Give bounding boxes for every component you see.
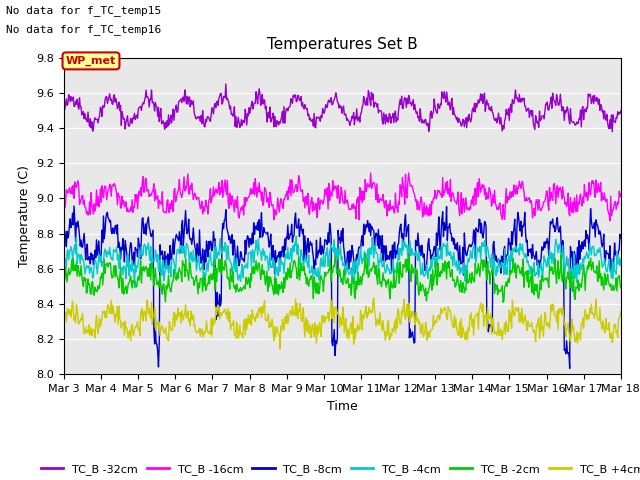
TC_B -32cm [428,108,435,114]
TC_B -4cm [131,285,138,290]
TC_B +4cm [370,295,378,301]
Line: TC_B -32cm: TC_B -32cm [64,84,621,132]
TC_B -4cm [127,269,135,275]
TC_B -4cm [617,257,625,263]
TC_B -2cm [411,265,419,271]
TC_B -8cm [566,366,573,372]
TC_B -4cm [185,248,193,254]
TC_B -16cm [617,191,625,197]
TC_B -4cm [70,245,78,251]
TC_B -16cm [214,191,221,196]
TC_B -2cm [214,268,221,274]
Line: TC_B -2cm: TC_B -2cm [64,253,621,302]
TC_B -8cm [185,216,193,222]
TC_B +4cm [412,320,419,326]
Line: TC_B -16cm: TC_B -16cm [64,173,621,221]
TC_B -2cm [499,300,507,305]
TC_B -8cm [60,234,68,240]
TC_B -8cm [214,313,222,319]
Line: TC_B -8cm: TC_B -8cm [64,206,621,369]
TC_B -2cm [184,272,192,278]
TC_B -2cm [60,275,68,280]
TC_B -32cm [60,105,68,111]
TC_B +4cm [70,317,78,323]
TC_B -32cm [127,118,135,123]
TC_B +4cm [617,309,625,314]
TC_B +4cm [60,315,68,321]
TC_B +4cm [184,308,192,314]
TC_B -4cm [412,252,419,258]
TC_B -32cm [70,104,78,109]
TC_B +4cm [214,306,221,312]
TC_B -2cm [70,268,78,274]
TC_B -16cm [60,193,68,199]
TC_B -4cm [428,265,436,271]
Legend: TC_B -32cm, TC_B -16cm, TC_B -8cm, TC_B -4cm, TC_B -2cm, TC_B +4cm: TC_B -32cm, TC_B -16cm, TC_B -8cm, TC_B … [36,459,640,479]
Line: TC_B -4cm: TC_B -4cm [64,236,621,288]
Text: No data for f_TC_temp15: No data for f_TC_temp15 [6,5,162,16]
TC_B +4cm [276,346,284,352]
TC_B -16cm [411,192,419,198]
TC_B -8cm [71,220,79,226]
TC_B +4cm [428,326,436,332]
TC_B -8cm [617,235,625,241]
TC_B -2cm [617,285,625,291]
TC_B -16cm [606,218,614,224]
TC_B -8cm [70,203,78,209]
TC_B -32cm [609,129,616,135]
TC_B -16cm [184,171,192,177]
TC_B -4cm [292,233,300,239]
Text: No data for f_TC_temp16: No data for f_TC_temp16 [6,24,162,35]
TC_B -2cm [362,251,369,256]
X-axis label: Time: Time [327,400,358,413]
TC_B -32cm [184,101,192,107]
TC_B +4cm [127,324,135,329]
TC_B -32cm [214,98,221,104]
TC_B -2cm [127,279,135,285]
Y-axis label: Temperature (C): Temperature (C) [18,165,31,267]
TC_B -8cm [428,264,435,270]
TC_B -16cm [127,208,135,214]
Title: Temperatures Set B: Temperatures Set B [267,37,418,52]
TC_B -16cm [404,170,412,176]
TC_B -4cm [60,253,68,259]
TC_B -16cm [428,212,435,218]
TC_B -4cm [214,250,222,255]
TC_B -8cm [411,339,419,345]
TC_B -2cm [428,272,435,277]
TC_B -32cm [617,108,625,114]
Text: WP_met: WP_met [66,56,116,66]
TC_B -32cm [411,102,419,108]
TC_B -16cm [70,195,78,201]
TC_B -8cm [128,257,136,263]
TC_B -32cm [222,81,230,87]
Line: TC_B +4cm: TC_B +4cm [64,298,621,349]
